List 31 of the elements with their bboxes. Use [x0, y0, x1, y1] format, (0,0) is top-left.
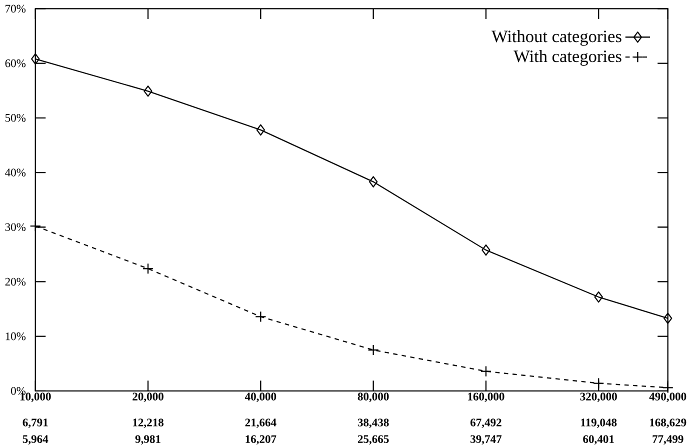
- x-tick-label: 490,000: [649, 392, 686, 402]
- text: 12,218: [133, 418, 164, 428]
- text: 5,964: [22, 435, 48, 445]
- y-tick-label: 20%: [5, 278, 26, 286]
- x-tick-label: 80,000: [358, 392, 389, 402]
- text: 9,981: [135, 435, 160, 445]
- y-tick-label: 60%: [5, 60, 26, 68]
- text: 60,401: [583, 435, 614, 445]
- text: 25,665: [358, 435, 389, 445]
- y-tick-label: 30%: [5, 223, 26, 232]
- text: 16,207: [246, 435, 276, 445]
- x-tick-label: 20,000: [132, 392, 164, 402]
- x-tick-label: 10,000: [20, 392, 51, 402]
- y-tick-label: 10%: [6, 332, 26, 340]
- x-tick-label: 40,000: [244, 392, 276, 402]
- text: 168,629: [650, 418, 686, 428]
- x-tick-label: 320,000: [580, 392, 617, 402]
- y-tick-label: 40%: [5, 168, 26, 177]
- y-tick-label: 50%: [6, 114, 26, 122]
- y-tick-label: 70%: [6, 4, 26, 13]
- text: 39,747: [470, 435, 502, 445]
- text: 21,664: [245, 418, 276, 428]
- y-tick-label: 0%: [11, 387, 26, 396]
- legend-label: With categories: [514, 50, 622, 66]
- text: 119,048: [581, 418, 617, 428]
- x-tick-label: 160,000: [468, 392, 504, 402]
- text: 67,492: [470, 418, 502, 428]
- text: 77,499: [652, 435, 684, 445]
- legend-label: Without categories: [492, 30, 622, 46]
- text: 38,438: [358, 418, 389, 428]
- text: 6,791: [22, 418, 48, 428]
